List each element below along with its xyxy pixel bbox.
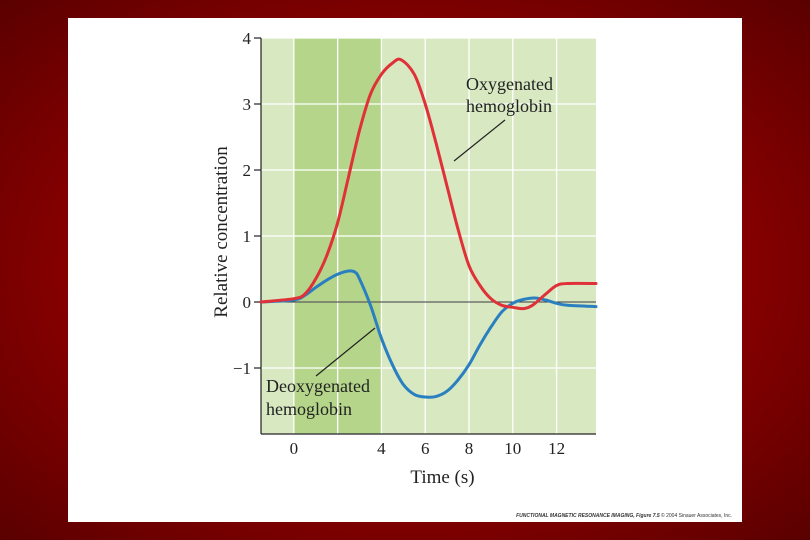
deoxy-annotation-label-2: hemoglobin — [266, 399, 352, 419]
credit-rest: © 2004 Sinauer Associates, Inc. — [661, 513, 732, 519]
annotations: OxygenatedhemoglobinDeoxygenatedhemoglob… — [266, 74, 553, 419]
slide: 4 3 2 1 0 −1 0 4 6 8 10 12 Oxygenated hemoglobin Deox… — [68, 18, 742, 522]
x-tick-label: 6 — [421, 439, 430, 458]
x-tick-label: 10 — [504, 439, 521, 458]
y-tick-label: 1 — [243, 227, 252, 246]
credit-figure: Figure 7.5 — [636, 513, 660, 519]
figure-credit: FUNCTIONAL MAGNETIC RESONANCE IMAGING, F… — [516, 513, 732, 519]
deoxy-annotation-label: Deoxygenated — [266, 376, 370, 396]
y-tick-label: 2 — [243, 161, 252, 180]
y-tick-label: 0 — [243, 293, 252, 312]
y-axis-title: Relative concentration — [211, 146, 232, 318]
x-axis-title: Time (s) — [410, 467, 474, 488]
series-layer — [259, 57, 598, 399]
oxy-annotation-label-2: hemoglobin — [466, 96, 552, 116]
y-tick-label: −1 — [233, 359, 251, 378]
credit-book: FUNCTIONAL MAGNETIC RESONANCE IMAGING, — [516, 513, 635, 519]
deoxy-leader-line — [315, 327, 376, 377]
x-tick-label: 12 — [548, 439, 565, 458]
x-tick-label: 0 — [290, 439, 299, 458]
y-tick-label: 3 — [243, 95, 252, 114]
y-tick-label: 4 — [243, 29, 252, 48]
series-oxygenated-hemoglobin — [259, 57, 598, 311]
oxy-annotation-label: Oxygenated — [466, 74, 553, 94]
x-tick-label: 8 — [465, 439, 474, 458]
oxy-leader-line — [453, 119, 506, 162]
x-tick-label: 4 — [377, 439, 386, 458]
series-deoxygenated-hemoglobin — [259, 269, 598, 399]
